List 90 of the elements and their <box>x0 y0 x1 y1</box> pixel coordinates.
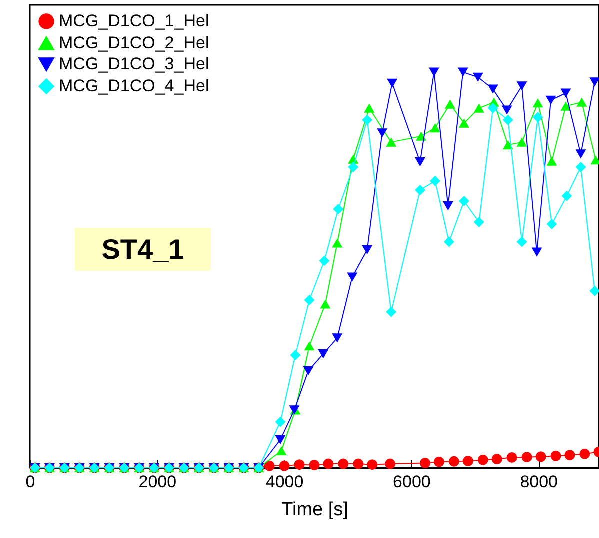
point <box>444 236 454 248</box>
x-tick-label: 8000 <box>520 472 558 492</box>
point <box>333 204 344 214</box>
point <box>474 217 484 228</box>
point <box>290 350 301 360</box>
point <box>414 158 426 167</box>
legend-label: MCG_D1CO_3_Hel <box>59 54 210 74</box>
point <box>444 100 456 109</box>
point <box>488 84 498 94</box>
point <box>502 114 514 126</box>
point <box>580 448 590 460</box>
point <box>576 98 588 107</box>
point <box>275 416 286 428</box>
point <box>309 460 320 470</box>
point <box>323 458 334 470</box>
point <box>320 300 331 309</box>
point <box>362 245 373 254</box>
point <box>414 184 426 196</box>
point <box>516 138 528 147</box>
legend-label: MCG_D1CO_4_Hel <box>59 76 210 96</box>
point <box>275 435 286 444</box>
point <box>332 238 343 248</box>
point <box>516 82 528 91</box>
point <box>442 201 454 211</box>
point <box>332 334 343 343</box>
point <box>264 460 275 472</box>
x-tick-label: 2000 <box>138 472 177 492</box>
point <box>318 349 329 359</box>
point <box>506 452 518 463</box>
point <box>348 162 359 172</box>
point <box>536 452 546 462</box>
point <box>430 124 440 133</box>
point <box>562 190 572 202</box>
point <box>434 456 444 468</box>
point <box>362 114 373 126</box>
legend-label: MCG_D1CO_2_Hel <box>59 34 210 52</box>
point <box>590 78 599 87</box>
point <box>564 450 576 461</box>
point <box>532 248 542 257</box>
point <box>550 450 562 462</box>
point <box>448 456 460 467</box>
point <box>377 128 388 138</box>
point <box>386 306 397 318</box>
point <box>492 454 502 465</box>
point <box>532 98 544 108</box>
point <box>458 196 470 207</box>
point <box>590 286 599 296</box>
point <box>474 104 484 113</box>
point <box>546 218 558 230</box>
point <box>488 103 498 114</box>
point <box>532 112 544 123</box>
point <box>462 456 474 467</box>
point <box>560 102 572 111</box>
point <box>478 454 488 466</box>
point <box>576 162 586 172</box>
point <box>386 138 397 147</box>
point <box>516 236 528 248</box>
point <box>303 366 314 376</box>
point <box>546 156 558 166</box>
point <box>428 68 440 77</box>
point <box>304 294 315 306</box>
point <box>560 88 572 98</box>
point <box>347 272 358 282</box>
point <box>458 118 470 128</box>
point <box>294 460 305 470</box>
point <box>522 452 532 463</box>
point <box>276 446 287 456</box>
point <box>364 104 375 113</box>
point <box>546 96 556 105</box>
point <box>338 458 349 470</box>
point <box>279 460 290 472</box>
point <box>385 458 396 470</box>
point <box>430 176 440 186</box>
x-tick-label: 4000 <box>266 472 304 492</box>
point <box>420 458 430 468</box>
x-axis-title: Time [s] <box>282 500 348 520</box>
point <box>502 106 512 115</box>
annotation: ST4_1 <box>75 228 211 271</box>
point <box>304 342 315 351</box>
point <box>353 458 364 470</box>
legend-label: MCG_D1CO_1_Hel <box>59 12 210 30</box>
point <box>367 460 378 470</box>
x-tick-label: 6000 <box>393 472 431 492</box>
point <box>472 72 484 82</box>
point <box>319 256 330 266</box>
point <box>387 78 398 88</box>
point <box>458 68 468 77</box>
point <box>576 150 586 159</box>
point <box>416 132 426 141</box>
x-tick-label: 0 <box>26 472 36 492</box>
